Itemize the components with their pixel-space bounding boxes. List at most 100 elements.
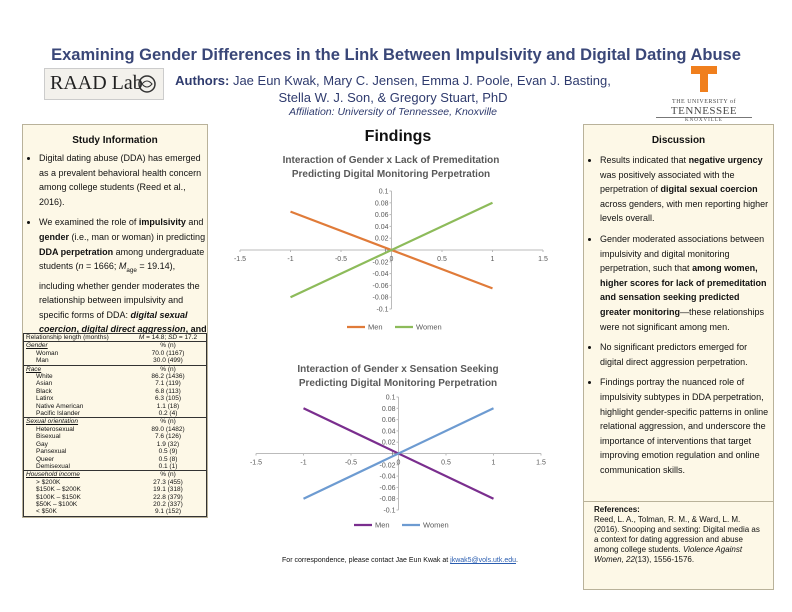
text-run: = 17.2 <box>177 334 198 341</box>
x-tick-label: 0 <box>390 256 394 263</box>
y-tick-label: 0.02 <box>382 440 396 447</box>
x-tick-label: -0.5 <box>345 460 357 467</box>
x-tick-label: 1.5 <box>536 460 546 467</box>
table-cell: Latinx <box>36 395 54 403</box>
x-tick-label: 0.5 <box>437 256 447 263</box>
chart-title: Interaction of Gender x Sensation Seekin… <box>297 364 498 375</box>
text-run: = 14.8; <box>144 334 168 341</box>
table-cell: 6.8 (113) <box>155 387 181 395</box>
y-tick-label: 0.08 <box>375 200 389 207</box>
y-tick-label: -0.06 <box>380 485 396 492</box>
references-heading: References: <box>594 505 640 514</box>
table-cell: $50K – $100K <box>36 500 78 508</box>
series-line <box>290 201 493 299</box>
table-cell: 19.1 (318) <box>153 486 183 494</box>
table: Relationship length (months) M = 14.8; SD… <box>24 334 206 516</box>
text-run: and <box>185 217 204 228</box>
y-tick-label: -0.06 <box>373 283 389 290</box>
lab-logo: RAAD Lab <box>44 68 164 100</box>
table-cell: 0.2 (4) <box>158 410 178 418</box>
y-tick-label: -0.1 <box>383 508 395 515</box>
table-cell: Asian <box>36 380 53 388</box>
bullet-list: Results indicated that negative urgency … <box>590 153 772 483</box>
section-column: % (n) <box>130 341 206 350</box>
references: References: Reed, L. A., Tolman, R. M., … <box>594 505 766 565</box>
table-cell: Pacific Islander <box>36 410 81 418</box>
authors-label: Authors: <box>175 73 230 88</box>
panel-heading: Discussion <box>651 135 706 146</box>
ut-line: KNOXVILLE <box>685 118 723 123</box>
divider <box>584 501 773 502</box>
table-cell: 0.5 (9) <box>158 448 178 456</box>
table-cell: M = 14.8; SD = 17.2 <box>130 334 206 342</box>
correspondence: For correspondence, please contact Jae E… <box>220 557 580 564</box>
chart-title: Predicting Digital Monitoring Perpetrati… <box>292 169 490 180</box>
lab-logo-text: RAAD Lab <box>50 72 143 94</box>
x-tick-label: 0 <box>397 460 401 467</box>
x-tick-label: -1 <box>287 256 293 263</box>
y-tick-label: -0.1 <box>376 307 388 314</box>
table-row: Heterosexual 89.0 (1482) <box>24 426 206 433</box>
y-tick-label: 0.08 <box>382 406 396 413</box>
table-cell: 1.1 (18) <box>156 402 180 410</box>
table-section-row: Sexual orientation% (n) <box>24 417 206 426</box>
table-cell: Demisexual <box>36 462 70 470</box>
table-cell: 0.1 (1) <box>158 462 178 470</box>
affiliation: Affiliation: University of Tennessee, Kn… <box>289 106 497 118</box>
x-tick-label: -1.5 <box>250 460 262 467</box>
panel-heading: Study Information <box>72 135 158 146</box>
x-tick-label: 1 <box>492 460 496 467</box>
text-run: Digital dating abuse (DDA) has emerged a… <box>39 153 202 207</box>
table-row: Man 30.0 (499) <box>24 357 206 365</box>
ut-line: TENNESSEE <box>656 105 752 118</box>
y-tick-label: 0.02 <box>375 236 389 243</box>
table-cell: Queer <box>36 455 55 463</box>
table-row: $100K – $150K 22.8 (379) <box>24 494 206 501</box>
table-row: > $200K 27.3 (455) <box>24 479 206 486</box>
table-cell: > $200K <box>36 478 61 486</box>
table-row: Asian 7.1 (119) <box>24 380 206 387</box>
text-run: across genders, with men reporting highe… <box>600 198 769 224</box>
text-run: digital sexual coercion <box>660 184 758 195</box>
discussion-panel: Discussion Results indicated that negati… <box>583 124 774 590</box>
text-run: (13), 1556-1576. <box>634 555 695 564</box>
bullet: No significant predictors emerged for di… <box>600 340 772 369</box>
text-run: Violence Against Women, 22 <box>594 545 743 564</box>
table-row: Bisexual 7.6 (126) <box>24 433 206 440</box>
email-link[interactable]: jkwak5@vols.utk.edu <box>450 557 516 564</box>
table-row: $150K – $200K 19.1 (318) <box>24 486 206 493</box>
text-run: SD <box>168 334 178 341</box>
y-tick-label: 0 <box>385 248 389 255</box>
table-row: $50K – $100K 20.2 (337) <box>24 501 206 508</box>
section-column: % (n) <box>130 364 206 374</box>
text-run: = 19.14), including whether gender moder… <box>39 261 200 320</box>
table-row: Gay 1.9 (32) <box>24 441 206 448</box>
table-cell: 30.0 (499) <box>153 357 183 365</box>
text-run: Findings portray the nuanced role of imp… <box>600 377 769 475</box>
legend-label: Men <box>368 323 383 332</box>
table-cell: 27.3 (455) <box>153 478 183 486</box>
section-column: % (n) <box>130 417 206 426</box>
table-cell: 89.0 (1482) <box>151 425 185 433</box>
table-cell: Man <box>36 357 49 365</box>
text-run: We examined the role of <box>39 217 139 228</box>
findings-heading: Findings <box>364 128 432 145</box>
table-cell: Pansexual <box>36 448 67 456</box>
text-run: age <box>126 266 137 274</box>
text-run: gender <box>39 231 70 242</box>
legend-label: Women <box>423 521 449 530</box>
y-tick-label: 0.04 <box>375 224 389 231</box>
table-cell: 20.2 (337) <box>153 500 183 508</box>
section-label: Race <box>24 364 130 374</box>
table-cell: Gay <box>36 440 48 448</box>
bullet: Findings portray the nuanced role of imp… <box>600 375 772 477</box>
table-cell: 22.8 (379) <box>153 493 183 501</box>
chart-title: Interaction of Gender x Lack of Premedit… <box>283 155 500 166</box>
y-tick-label: 0.04 <box>382 428 396 435</box>
bullet: Digital dating abuse (DDA) has emerged a… <box>39 151 207 209</box>
y-tick-label: 0.1 <box>386 395 396 402</box>
table-cell: 86.2 (1436) <box>151 373 185 381</box>
table-cell: 9.1 (152) <box>154 508 182 516</box>
table-row: Native American 1.1 (18) <box>24 403 206 410</box>
